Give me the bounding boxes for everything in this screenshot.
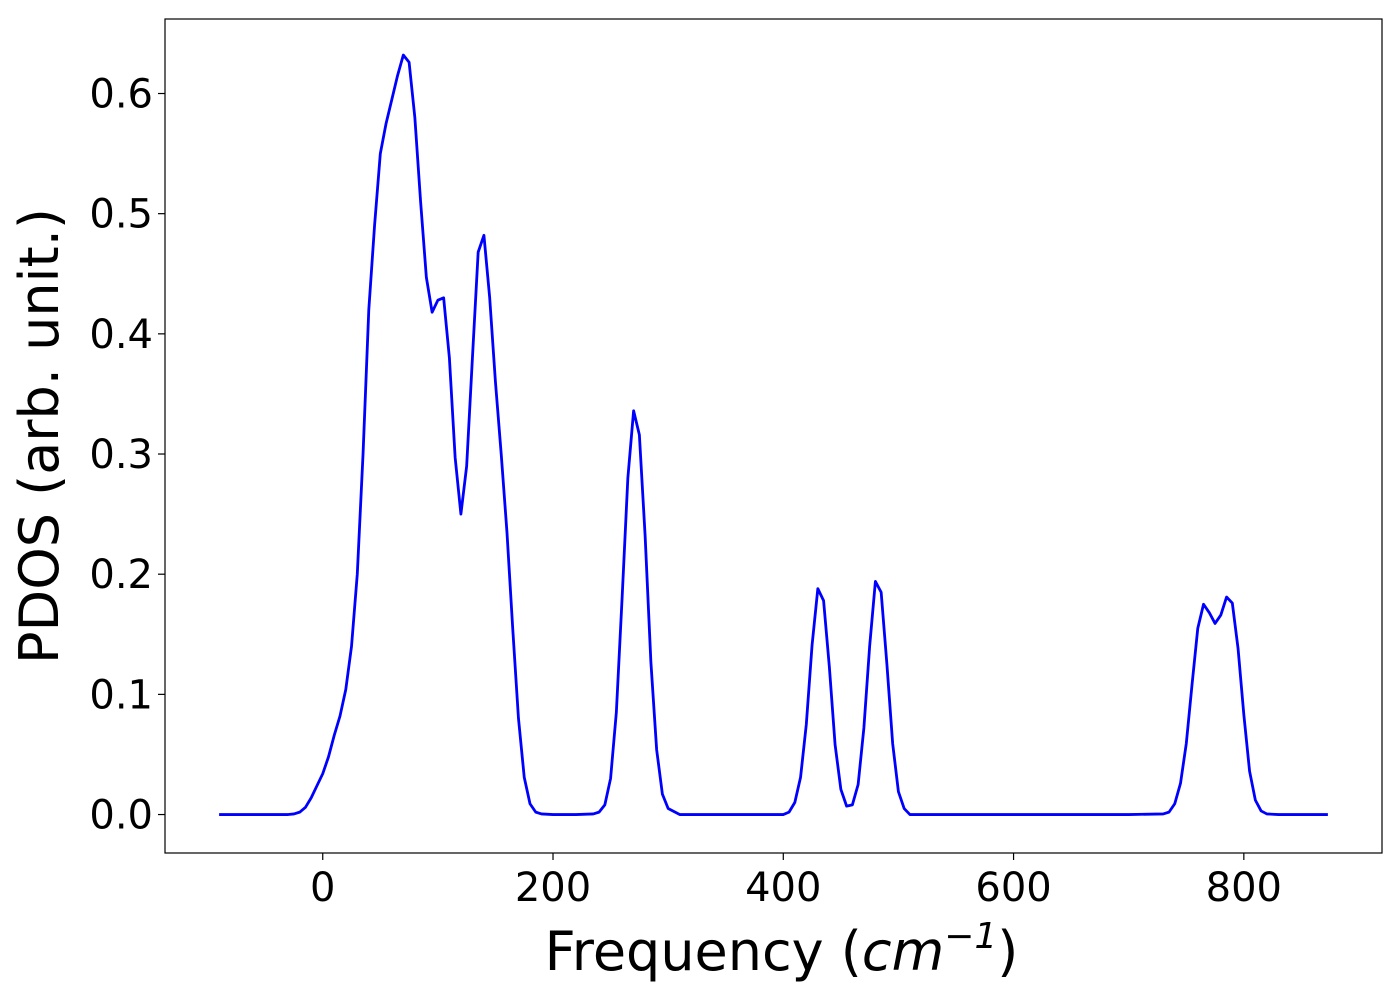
x-axis-label-unit-exp: −1 bbox=[944, 916, 997, 957]
series-layer bbox=[219, 53, 1328, 816]
x-tick-label: 200 bbox=[515, 865, 591, 911]
y-axis-label: PDOS (arb. unit.) bbox=[8, 208, 71, 664]
x-axis-label: Frequency (cm−1) bbox=[545, 916, 1019, 983]
x-axis-label-unit-base: cm bbox=[862, 920, 944, 983]
x-tick-label: 400 bbox=[745, 865, 821, 911]
y-tick-label: 0.6 bbox=[89, 72, 153, 118]
y-tick-label: 0.5 bbox=[89, 192, 153, 238]
y-tick-label: 0.4 bbox=[89, 312, 153, 358]
x-axis-label-close: ) bbox=[997, 920, 1018, 983]
y-tick-label: 0.0 bbox=[89, 793, 153, 839]
y-tick-label: 0.2 bbox=[89, 552, 153, 598]
x-axis-label-text: Frequency ( bbox=[545, 920, 862, 983]
x-tick-label: 800 bbox=[1206, 865, 1282, 911]
series-line-0 bbox=[219, 53, 1328, 816]
y-axis-ticks: 0.0 0.1 0.2 0.3 0.4 0.5 0.6 bbox=[89, 72, 165, 839]
x-tick-label: 600 bbox=[975, 865, 1051, 911]
x-tick-label: 0 bbox=[310, 865, 335, 911]
y-tick-label: 0.3 bbox=[89, 432, 153, 478]
plot-frame bbox=[164, 18, 1383, 854]
y-tick-label: 0.1 bbox=[89, 672, 153, 718]
x-axis-ticks: 0 200 400 600 800 bbox=[310, 853, 1282, 911]
